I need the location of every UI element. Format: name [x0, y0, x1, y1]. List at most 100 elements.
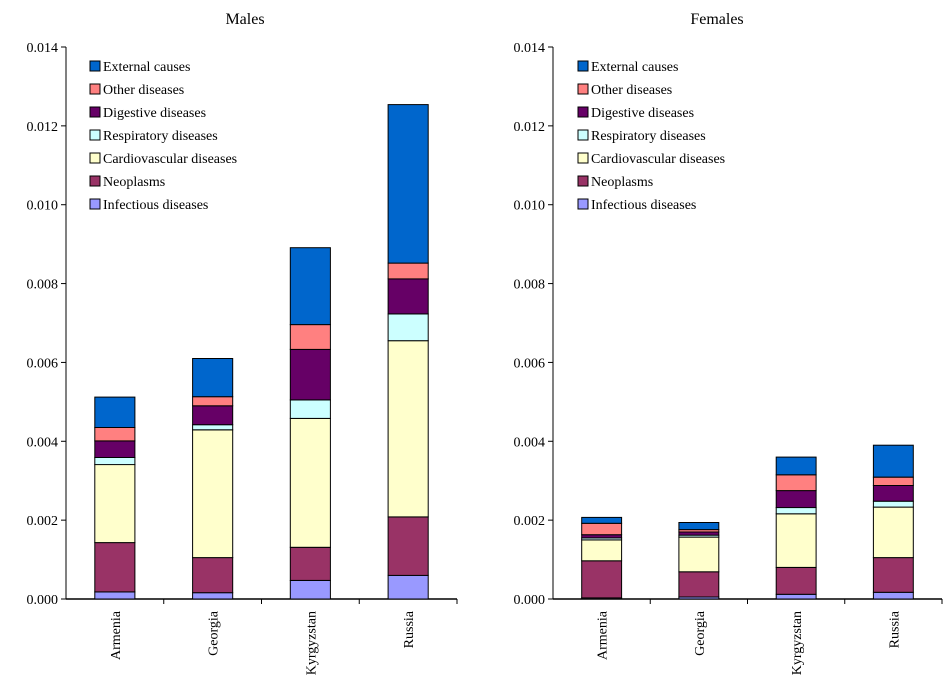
bar-segment: [775, 513, 817, 568]
legend-swatch: [577, 60, 589, 72]
y-tick-label: 0.006: [514, 356, 546, 371]
legend-label: Cardiovascular diseases: [591, 152, 725, 167]
x-tick-label: Russia: [402, 610, 417, 648]
bar-segment: [192, 424, 234, 431]
bar-segment: [387, 516, 429, 576]
legend-swatch: [577, 175, 589, 187]
bar-segment: [775, 456, 817, 476]
legend-label: Infectious diseases: [103, 198, 208, 213]
y-tick-label: 0.004: [514, 435, 546, 450]
legend-swatch: [577, 106, 589, 118]
legend-label: Neoplasms: [103, 175, 165, 190]
legend-label: External causes: [591, 60, 678, 75]
bar-segment: [289, 399, 331, 419]
bar-segment: [94, 591, 136, 600]
x-tick-label: Russia: [887, 610, 902, 648]
y-tick-label: 0.014: [27, 41, 59, 56]
bar-segment: [872, 557, 914, 593]
bar-segment: [94, 440, 136, 458]
x-tick-label: Georgia: [693, 610, 708, 656]
legend-label: Digestive diseases: [591, 106, 694, 121]
y-tick-label: 0.006: [27, 356, 59, 371]
legend-label: Respiratory diseases: [103, 129, 218, 144]
bar-segment: [775, 490, 817, 509]
bar-segment: [678, 571, 720, 598]
y-tick-label: 0.008: [514, 278, 546, 293]
bar-segment: [387, 278, 429, 315]
legend-swatch: [89, 106, 101, 118]
x-tick-label: Kyrgyzstan: [790, 611, 805, 675]
y-tick-label: 0.010: [514, 199, 546, 214]
y-tick-label: 0.004: [27, 435, 59, 450]
x-tick-label: Armenia: [596, 610, 611, 660]
legend-label: Cardiovascular diseases: [103, 152, 237, 167]
y-tick-label: 0.012: [27, 120, 59, 135]
bar-segment: [581, 539, 623, 562]
bar-segment: [678, 522, 720, 531]
x-tick-label: Georgia: [207, 610, 222, 656]
bar-segment: [289, 417, 331, 548]
bar-segment: [94, 464, 136, 544]
chart-title: Males: [225, 11, 264, 28]
legend-swatch: [89, 60, 101, 72]
legend-swatch: [577, 152, 589, 164]
bar-segment: [872, 476, 914, 487]
panel-males: Males 0.000 0.002 0.004 0.006 0.008 0.010 0.012…: [27, 11, 458, 675]
legend-swatch: [89, 129, 101, 141]
legend-swatch: [577, 129, 589, 141]
y-tick-label: 0.010: [27, 199, 59, 214]
bar-segment: [387, 313, 429, 342]
x-tick-label: Kyrgyzstan: [304, 611, 319, 675]
legend-label: External causes: [103, 60, 190, 75]
bar-segment: [872, 591, 914, 600]
legend-swatch: [89, 152, 101, 164]
legend: External causes Other diseases Digestive d…: [577, 60, 725, 213]
bar-segment: [289, 580, 331, 600]
legend-label: Other diseases: [591, 83, 672, 98]
bar-segment: [581, 516, 623, 524]
bar-segment: [872, 444, 914, 478]
bar-segment: [872, 506, 914, 559]
bar-segment: [581, 522, 623, 536]
bar-segment: [387, 574, 429, 600]
bar-segment: [192, 557, 234, 594]
bar-segment: [192, 405, 234, 426]
legend-swatch: [577, 83, 589, 95]
bar-segment: [94, 396, 136, 429]
legend-label: Other diseases: [103, 83, 184, 98]
bar-segment: [387, 262, 429, 280]
legend-label: Respiratory diseases: [591, 129, 706, 144]
bar-segment: [775, 593, 817, 600]
bar-segment: [192, 396, 234, 407]
bar-segment: [192, 358, 234, 398]
bar-segment: [289, 247, 331, 326]
y-tick-label: 0.000: [514, 593, 546, 608]
legend-swatch: [89, 198, 101, 210]
bar-segment: [775, 567, 817, 595]
bar-segment: [94, 457, 136, 466]
bar-segment: [289, 546, 331, 581]
y-tick-label: 0.002: [514, 514, 546, 529]
legend-swatch: [577, 198, 589, 210]
legend-swatch: [89, 175, 101, 187]
bar-segment: [775, 507, 817, 515]
legend: External causes Other diseases Digestive d…: [89, 60, 237, 213]
bar-segment: [289, 348, 331, 401]
bar-segment: [289, 324, 331, 350]
x-tick-label: Armenia: [109, 610, 124, 660]
bar-segment: [387, 104, 429, 264]
chart-title: Females: [690, 11, 743, 28]
legend-label: Neoplasms: [591, 175, 653, 190]
bar-segment: [872, 500, 914, 508]
bar-segment: [872, 484, 914, 502]
bar-segment: [387, 340, 429, 518]
panel-females: Females 0.000 0.002 0.004 0.006 0.008 0.010 0.0…: [514, 11, 943, 675]
y-tick-label: 0.014: [514, 41, 546, 56]
bar-segment: [94, 542, 136, 593]
bar-segment: [678, 536, 720, 573]
y-tick-label: 0.002: [27, 514, 59, 529]
y-tick-label: 0.008: [27, 278, 59, 293]
bar-segment: [192, 429, 234, 559]
legend-swatch: [89, 83, 101, 95]
